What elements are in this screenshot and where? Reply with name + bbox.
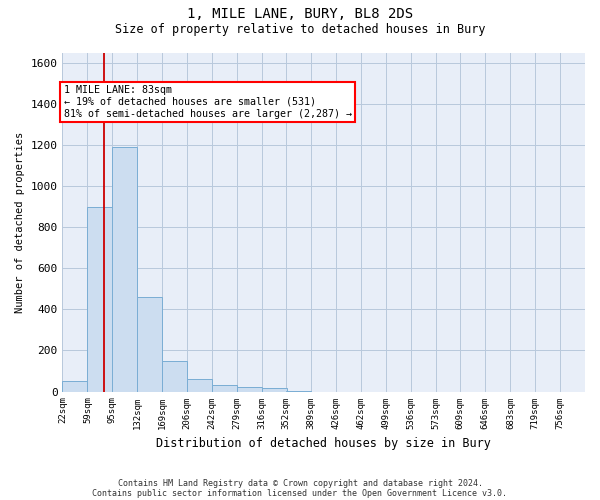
Text: 1 MILE LANE: 83sqm
← 19% of detached houses are smaller (531)
81% of semi-detach: 1 MILE LANE: 83sqm ← 19% of detached hou… — [64, 86, 352, 118]
Bar — [112, 147, 137, 392]
Bar — [62, 382, 88, 392]
Bar — [187, 379, 212, 392]
Bar — [212, 386, 236, 392]
Text: 1, MILE LANE, BURY, BL8 2DS: 1, MILE LANE, BURY, BL8 2DS — [187, 8, 413, 22]
Bar — [236, 388, 262, 392]
X-axis label: Distribution of detached houses by size in Bury: Distribution of detached houses by size … — [156, 437, 491, 450]
Bar — [286, 390, 311, 392]
Bar — [137, 297, 162, 392]
Y-axis label: Number of detached properties: Number of detached properties — [15, 132, 25, 312]
Bar — [262, 388, 287, 392]
Bar — [162, 360, 187, 392]
Text: Contains HM Land Registry data © Crown copyright and database right 2024.: Contains HM Land Registry data © Crown c… — [118, 478, 482, 488]
Text: Size of property relative to detached houses in Bury: Size of property relative to detached ho… — [115, 22, 485, 36]
Bar — [88, 206, 113, 392]
Text: Contains public sector information licensed under the Open Government Licence v3: Contains public sector information licen… — [92, 488, 508, 498]
